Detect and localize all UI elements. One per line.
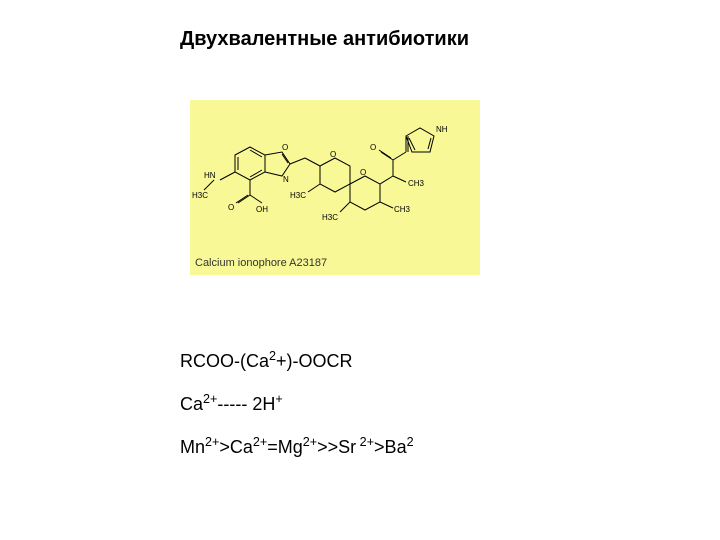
f3g: >>Sr — [317, 437, 356, 457]
f3b: 2+ — [205, 435, 219, 449]
o-center-label: O — [330, 150, 336, 159]
nh-top-label: NH — [436, 125, 448, 134]
ch3-r1-label: CH3 — [408, 179, 425, 188]
o-ring-label: O — [282, 143, 288, 152]
slide: Двухвалентные антибиотики O N HN H3C O — [0, 0, 720, 540]
f3c: >Ca — [219, 437, 253, 457]
o-dbl2-label: O — [370, 143, 376, 152]
f1a: RCOO-(Ca — [180, 351, 269, 371]
f3a: Mn — [180, 437, 205, 457]
f3e: =Mg — [267, 437, 303, 457]
formula-line-3: Mn2+>Ca2+=Mg2+>>Sr 2+>Ba2 — [180, 426, 414, 469]
page-title: Двухвалентные антибиотики — [180, 28, 469, 51]
f2a: Ca — [180, 394, 203, 414]
f2d: + — [275, 392, 282, 406]
f3h: 2+ — [356, 435, 374, 449]
f2c: ----- 2H — [217, 394, 275, 414]
f2b: 2+ — [203, 392, 217, 406]
formula-block: RCOO-(Ca2+)-OOCR Ca2+----- 2H+ Mn2+>Ca2+… — [180, 340, 414, 470]
o-center2-label: O — [360, 168, 366, 177]
oh-label: OH — [256, 205, 268, 214]
h3c-mid-label: H3C — [290, 191, 306, 200]
ch3-r2-label: CH3 — [394, 205, 411, 214]
hn-left-label: HN — [204, 171, 216, 180]
h3c-bottom-label: H3C — [322, 213, 338, 222]
chem-structure-box: O N HN H3C O OH O H3C O — [190, 100, 480, 275]
f1b: 2 — [269, 349, 276, 363]
h3c-left-label: H3C — [192, 191, 208, 200]
f3d: 2+ — [253, 435, 267, 449]
n-ring-label: N — [283, 175, 289, 184]
f3f: 2+ — [303, 435, 317, 449]
f1c: +)-OOCR — [276, 351, 353, 371]
f3j: 2 — [407, 435, 414, 449]
formula-line-1: RCOO-(Ca2+)-OOCR — [180, 340, 414, 383]
formula-line-2: Ca2+----- 2H+ — [180, 383, 414, 426]
chem-structure-svg: O N HN H3C O OH O H3C O — [190, 100, 480, 275]
o-dbl1-label: O — [228, 203, 234, 212]
diagram-caption: Calcium ionophore A23187 — [195, 257, 327, 269]
f3i: >Ba — [374, 437, 407, 457]
